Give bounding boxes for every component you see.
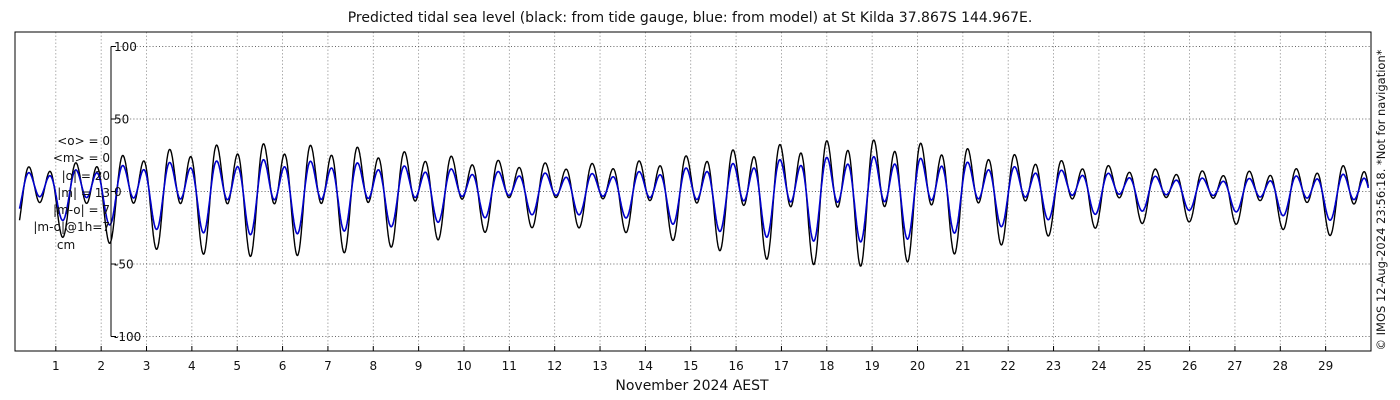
x-tick-label: 29	[1318, 359, 1333, 373]
x-tick-label: 19	[864, 359, 879, 373]
x-tick-label: 7	[324, 359, 332, 373]
x-tick-label: 28	[1273, 359, 1288, 373]
observed-series-line	[18, 139, 1369, 267]
stat-abs-model: |m| = 13	[57, 185, 110, 200]
x-tick-label: 12	[547, 359, 562, 373]
copyright-note: © IMOS 12-Aug-2024 23:56:18. *Not for na…	[1374, 49, 1388, 351]
x-tick-label: 25	[1137, 359, 1152, 373]
x-tick-label: 11	[502, 359, 517, 373]
stat-mean-model: <m> = 0	[52, 151, 110, 166]
axes: 1 2 3 4 5 6 7 8 9 10 11 12 13 14 15 16 17 18 19 20 21 22 23 24 2…	[14, 31, 1372, 373]
x-tick-label: 9	[415, 359, 423, 373]
stats-unit: cm	[56, 237, 76, 252]
series-lines	[18, 139, 1370, 267]
x-tick-label: 13	[592, 359, 607, 373]
x-tick-label: 23	[1046, 359, 1061, 373]
y-tick-label: 100	[114, 40, 137, 54]
stat-abs-difference-1h: |m-o|@1h=7	[33, 220, 110, 235]
x-tick-label: 6	[279, 359, 287, 373]
x-tick-label: 3	[143, 359, 151, 373]
x-tick-label: 16	[728, 359, 743, 373]
model-series-line	[18, 155, 1370, 243]
y-tick-label: 0	[114, 185, 122, 199]
chart-title: Predicted tidal sea level (black: from t…	[347, 10, 1033, 26]
x-tick-label: 2	[97, 359, 105, 373]
y-tick-label: -50	[114, 258, 134, 272]
x-tick-label: 26	[1182, 359, 1197, 373]
x-axis-label: November 2024 AEST	[615, 378, 769, 394]
x-tick-label: 5	[233, 359, 241, 373]
y-tick-label: 50	[114, 113, 129, 127]
grid-lines	[55, 32, 1371, 351]
x-tick-label: 4	[188, 359, 196, 373]
x-tick-label: 15	[683, 359, 698, 373]
x-tick-label: 21	[955, 359, 970, 373]
stat-abs-difference: |m-o| = 7	[53, 203, 110, 218]
x-tick-label: 8	[369, 359, 377, 373]
stat-abs-observed: |o| = 20	[61, 168, 110, 183]
y-tick-label: -100	[114, 330, 141, 344]
x-tick-label: 20	[910, 359, 925, 373]
x-tick-label: 10	[456, 359, 471, 373]
x-tick-label: 17	[774, 359, 789, 373]
x-tick-label: 24	[1091, 359, 1106, 373]
x-tick-label: 18	[819, 359, 834, 373]
x-tick-label: 27	[1227, 359, 1242, 373]
plot-frame	[14, 31, 1372, 352]
stats-panel: <o> = 0 <m> = 0 |o| = 20 |m| = 13 |m-o| …	[8, 133, 110, 254]
x-tick-label: 22	[1001, 359, 1016, 373]
stat-mean-observed: <o> = 0	[57, 134, 110, 148]
x-tick-label: 1	[52, 359, 60, 373]
x-tick-label: 14	[638, 359, 653, 373]
